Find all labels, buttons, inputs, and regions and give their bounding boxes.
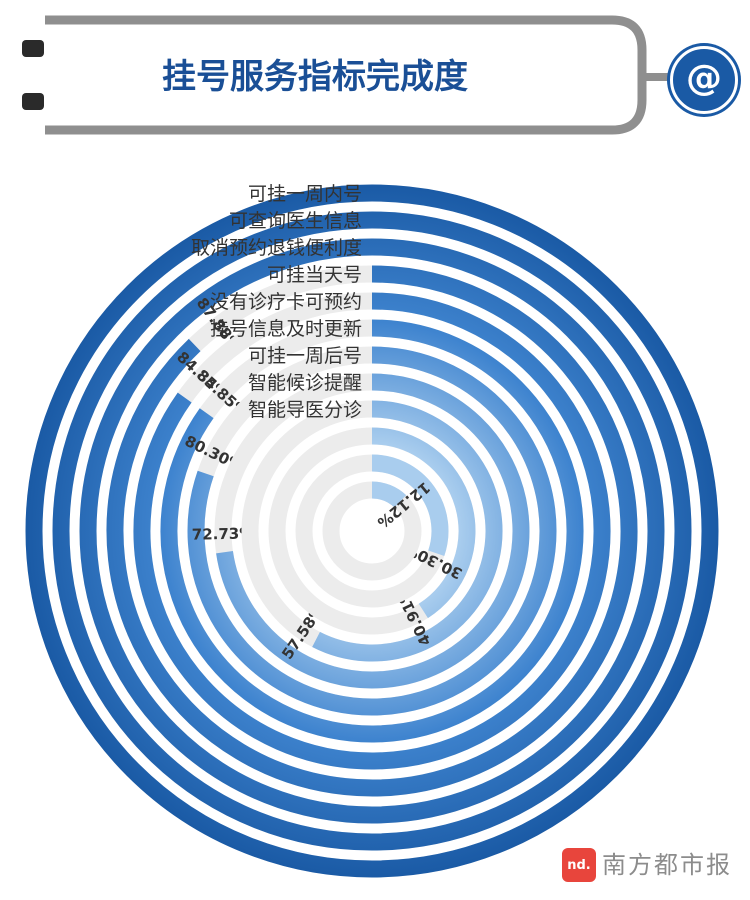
- category-label: 取消预约退钱便利度: [191, 237, 362, 259]
- bar-arc: [187, 346, 557, 716]
- newspaper-logo-icon: nd.: [562, 848, 596, 882]
- title-frame: 挂号服务指标完成度 @: [0, 0, 750, 150]
- category-label: 可查询医生信息: [229, 210, 362, 232]
- watermark-text: 南方都市报: [602, 851, 732, 879]
- watermark: nd. 南方都市报: [562, 848, 742, 884]
- bar-arc: [160, 319, 584, 743]
- category-label: 没有诊疗卡可预约: [210, 291, 362, 313]
- category-label: 可挂当天号: [267, 264, 362, 286]
- tube-end-top: [22, 40, 44, 57]
- bar-arc: [25, 184, 719, 878]
- bar-arc: [371, 481, 407, 508]
- chart-title: 挂号服务指标完成度: [162, 57, 468, 97]
- ring-2: 可查询医生信息: [52, 210, 692, 851]
- title-frame-outline: [22, 15, 672, 135]
- ring-3: 取消预约退钱便利度: [79, 237, 665, 824]
- bar-arc: [312, 400, 503, 662]
- category-label: 智能导医分诊: [248, 399, 362, 421]
- ring-1: 可挂一周内号: [25, 183, 719, 878]
- bar-arc: [371, 427, 476, 619]
- category-label: 可挂一周后号: [248, 345, 362, 367]
- bar-arc: [371, 454, 449, 557]
- category-label: 可挂一周内号: [248, 183, 362, 205]
- bar-arc: [216, 373, 530, 689]
- bar-arc: [52, 211, 692, 851]
- at-icon: @: [670, 46, 738, 114]
- category-label: 智能候诊提醒: [248, 372, 362, 394]
- bar-arc: [106, 265, 638, 797]
- value-label: 72.73%: [192, 524, 255, 543]
- bar-arc: [133, 292, 611, 770]
- ring-8: 智能候诊提醒 72.73%: [192, 372, 530, 689]
- bar-arc: [79, 238, 665, 824]
- svg-text:nd.: nd.: [567, 858, 591, 873]
- category-label: 挂号信息及时更新: [210, 318, 362, 340]
- tube-end-bottom: [22, 93, 44, 110]
